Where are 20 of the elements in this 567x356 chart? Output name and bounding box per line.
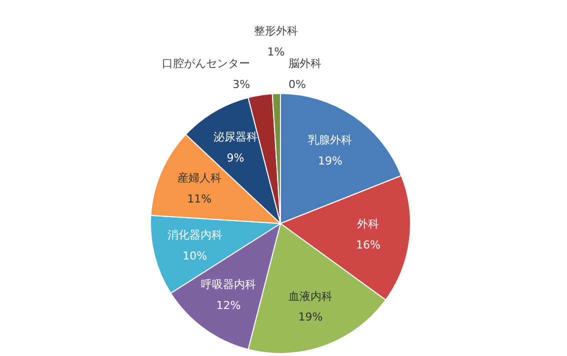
- slice-label: 産婦人科: [177, 171, 222, 184]
- data-label: 16%: [356, 238, 380, 252]
- data-label: 19%: [318, 154, 342, 168]
- slice-label: 血液内科: [288, 290, 332, 303]
- slice-label: 乳腺外科: [308, 133, 352, 146]
- data-label: 3%: [232, 78, 250, 91]
- data-label: 9%: [226, 151, 244, 164]
- slice-label: 呼吸器内科: [201, 278, 256, 292]
- slice-label: 口腔がんセンター: [162, 57, 250, 70]
- data-label: 10%: [182, 249, 208, 262]
- slice-label: 整形外科: [254, 24, 298, 38]
- data-label: 12%: [216, 298, 241, 312]
- slice-label: 消化器内科: [167, 228, 222, 242]
- category-label: 脳外科: [288, 57, 322, 70]
- slice-label: 外科: [357, 218, 380, 231]
- data-label: 19%: [298, 310, 323, 324]
- data-label: 11%: [187, 192, 212, 206]
- data-label: 1%: [267, 45, 285, 58]
- text: 0%: [288, 78, 306, 91]
- slice-label: 泌尿器科: [214, 130, 258, 144]
